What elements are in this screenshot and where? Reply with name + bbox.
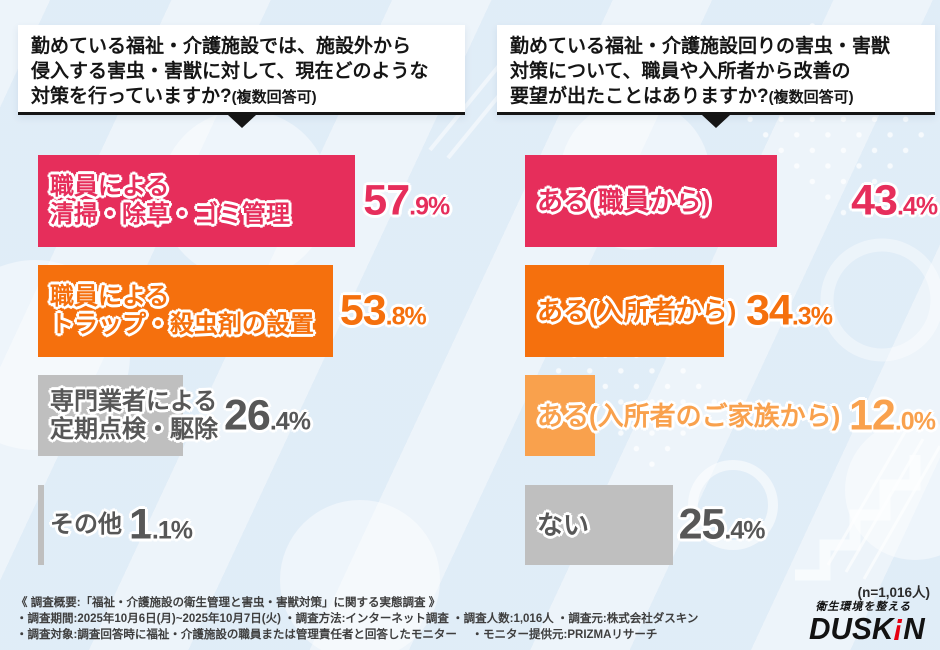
- bar: [38, 375, 183, 456]
- bar-chart-left: 職員による 清掃・除草・ゴミ管理 57.9% 職員による トラップ・殺虫剤の設置 53.8…: [38, 155, 478, 565]
- question-line: 対策を行っていますか?(複数回答可): [31, 84, 452, 110]
- sample-size-note: (n=1,016人): [857, 585, 930, 600]
- question-line: 勤めている福祉・介護施設では、施設外から: [31, 36, 412, 57]
- bar-label: 職員による 清掃・除草・ゴミ管理: [50, 173, 290, 228]
- multiple-answers-note: (複数回答可): [231, 89, 317, 106]
- bar: [525, 155, 778, 247]
- bar-row: 専門業者による 定期点検・駆除 26.4%: [38, 375, 478, 456]
- bar-row: ある(入所者から) 34.3%: [525, 265, 940, 357]
- survey-overview-line: ・調査対象:調査回答時に福祉・介護施設の職員または管理責任者と回答したモニター …: [16, 629, 658, 641]
- question-line: 対策について、職員や入所者から改善の: [510, 61, 851, 82]
- arrow-down-icon: [227, 115, 256, 128]
- logo-text: N: [903, 611, 926, 646]
- bar-label: ある(入所者から): [537, 296, 737, 326]
- question-text: 要望が出たことはありますか?: [510, 86, 769, 107]
- bar-chart-right: ある(職員から) 43.4% ある(入所者から) 34.3% ある(入所者のご家族から)…: [525, 155, 940, 565]
- bar: [525, 265, 725, 357]
- logo-brand: DUSK!N: [809, 611, 926, 647]
- bar-label: 職員による トラップ・殺虫剤の設置: [50, 283, 314, 338]
- bar-value: 43.4%: [851, 176, 938, 225]
- question-box-right: 勤めている福祉・介護施設回りの害虫・害獣 対策について、職員や入所者から改善の …: [497, 25, 935, 128]
- bar-row: ある(職員から) 43.4%: [525, 155, 940, 247]
- bar-value: 1.1%: [129, 500, 193, 549]
- duskin-exclamation-icon: !: [893, 612, 904, 647]
- logo-tagline: 衛生環境を整える: [815, 601, 912, 613]
- bar-value: 34.3%: [746, 286, 833, 335]
- bar: [38, 155, 356, 247]
- survey-overview-line: 《 調査概要:「福祉・介護施設の衛生管理と害虫・害獣対策」に関する実態調査 》: [16, 597, 441, 609]
- bar-value: 25.4%: [678, 500, 766, 549]
- bar-value: 26.4%: [224, 391, 311, 439]
- bar-value: 53.8%: [339, 286, 427, 335]
- duskin-logo: 衛生環境を整える DUSK!N: [809, 598, 930, 647]
- bar: [38, 265, 333, 357]
- bar: [525, 485, 673, 565]
- bar-row: 職員による トラップ・殺虫剤の設置 53.8%: [38, 265, 478, 357]
- arrow-down-icon: [702, 115, 730, 128]
- question-line: 勤めている福祉・介護施設回りの害虫・害獣: [510, 36, 891, 57]
- bar-label: ない: [537, 510, 590, 540]
- question-line: 要望が出たことはありますか?(複数回答可): [510, 84, 922, 110]
- bar-label: 専門業者による 定期点検・駆除: [50, 387, 218, 443]
- bar-row: ない 25.4%: [525, 485, 940, 565]
- bar-label: ある(入所者のご家族から): [537, 400, 841, 431]
- bar-label: その他: [50, 511, 122, 538]
- question-line: 侵入する害虫・害獣に対して、現在どのような: [31, 61, 429, 82]
- bar: [525, 375, 595, 456]
- multiple-answers-note: (複数回答可): [768, 89, 854, 106]
- bar-label: ある(職員から): [537, 186, 711, 216]
- survey-overview: 《 調査概要:「福祉・介護施設の衛生管理と害虫・害獣対策」に関する実態調査 》 …: [16, 595, 806, 643]
- bar: [38, 485, 45, 565]
- question-text: 対策を行っていますか?: [31, 86, 232, 107]
- logo-text: DUSK: [809, 611, 894, 646]
- bar-row: その他 1.1%: [38, 485, 478, 565]
- bar-row: 職員による 清掃・除草・ゴミ管理 57.9%: [38, 155, 478, 247]
- question-box-left: 勤めている福祉・介護施設では、施設外から 侵入する害虫・害獣に対して、現在どのよ…: [18, 25, 465, 128]
- bar-value: 57.9%: [363, 176, 450, 225]
- bar-value: 12.0%: [849, 391, 936, 439]
- survey-overview-line: ・調査期間:2025年10月6日(月)~2025年10月7日(火) ・調査方法:…: [16, 613, 699, 625]
- bar-row: ある(入所者のご家族から) 12.0%: [525, 375, 940, 456]
